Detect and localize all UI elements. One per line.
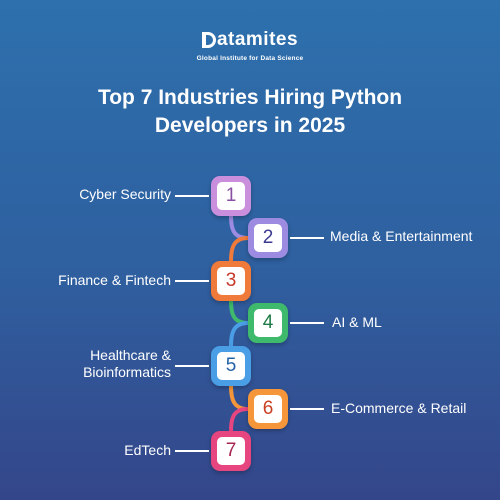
step-number-3: 3 (217, 267, 245, 295)
step-number-4: 4 (254, 309, 282, 337)
step-box-3: 3 (211, 261, 251, 301)
step-label-7: EdTech (124, 442, 171, 458)
step-label-5: Healthcare & Bioinformatics (83, 347, 171, 380)
brand-name-rest: atamites (216, 29, 299, 50)
step-box-7: 7 (211, 431, 251, 471)
step-number-6: 6 (254, 395, 282, 423)
connector-curve-1 (229, 215, 249, 240)
step-number-7: 7 (217, 437, 245, 465)
brand-name: atamites (201, 29, 299, 50)
step-box-1: 1 (211, 176, 251, 216)
brand-logo: atamites Global Institute for Data Scien… (0, 29, 500, 63)
step-box-5: 5 (211, 346, 251, 386)
brand-d-icon (201, 32, 216, 48)
step-number-1: 1 (217, 182, 245, 210)
page-title-line-2: Developers in 2025 (154, 114, 346, 137)
step-number-2: 2 (254, 224, 282, 252)
connector-curve-6 (229, 407, 249, 432)
connector-curve-3 (229, 300, 249, 325)
connector-curve-5 (229, 385, 249, 411)
step-number-5: 5 (217, 352, 245, 380)
step-box-2: 2 (248, 218, 288, 258)
step-label-6: E-Commerce & Retail (331, 400, 467, 416)
connector-curve-2 (229, 236, 249, 262)
step-label-2: Media & Entertainment (330, 228, 473, 244)
connector-curve-4 (229, 321, 249, 347)
page-title: Top 7 Industries Hiring Python Developer… (0, 84, 500, 140)
step-box-4: 4 (248, 303, 288, 343)
step-label-1: Cyber Security (79, 186, 171, 202)
step-label-3: Finance & Fintech (58, 272, 171, 288)
step-label-4: AI & ML (332, 314, 382, 330)
brand-tagline: Global Institute for Data Science (196, 55, 304, 62)
step-box-6: 6 (248, 389, 288, 429)
page-title-line-1: Top 7 Industries Hiring Python (97, 86, 403, 109)
